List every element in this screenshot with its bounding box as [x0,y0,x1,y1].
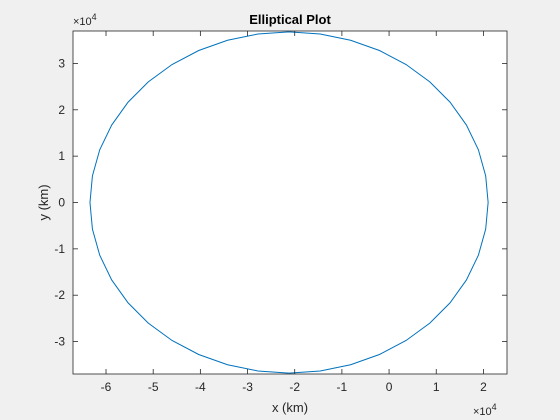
chart-title: Elliptical Plot [249,12,331,27]
x-axis-label: x (km) [272,400,308,415]
y-tick-label: -1 [54,242,65,256]
x-tick-label: 0 [386,380,393,394]
x-exponent-power: 4 [492,402,497,412]
x-tick-label: -5 [148,380,159,394]
y-axis-exponent: ×104 [73,12,97,28]
ellipse-series-line [89,31,489,374]
y-tick-label: -3 [54,335,65,349]
x-tick-label: -4 [195,380,206,394]
x-exponent-base: ×10 [473,406,492,418]
x-tick-label: 1 [433,380,440,394]
x-tick-label: -3 [242,380,253,394]
x-axis-exponent: ×104 [473,402,497,418]
y-tick-label: 0 [58,196,65,210]
x-tick-label: -6 [101,380,112,394]
axis-ticks: -6 -5 -4 -3 -2 -1 0 1 2 -3 -2 -1 0 1 2 3 [54,31,507,394]
chart-marks [89,31,489,374]
y-exponent-base: ×10 [73,16,92,28]
y-tick-label: 2 [58,103,65,117]
y-tick-label: 1 [58,149,65,163]
x-tick-label: -1 [337,380,348,394]
x-tick-label: 2 [480,380,487,394]
y-axis-label: y (km) [36,184,51,220]
x-tick-label: -2 [289,380,300,394]
y-tick-label: 3 [58,56,65,70]
y-exponent-power: 4 [92,12,97,22]
plot-area [73,31,507,374]
y-tick-label: -2 [54,288,65,302]
